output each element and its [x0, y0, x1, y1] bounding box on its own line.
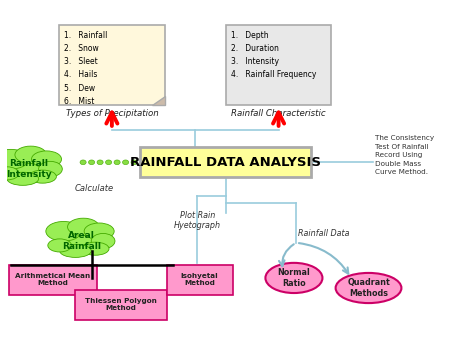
Ellipse shape	[81, 242, 109, 255]
Ellipse shape	[0, 167, 19, 180]
Ellipse shape	[266, 263, 323, 293]
Ellipse shape	[84, 223, 114, 240]
FancyBboxPatch shape	[75, 290, 166, 320]
Circle shape	[97, 160, 103, 165]
Text: Calculate: Calculate	[75, 184, 114, 193]
FancyBboxPatch shape	[140, 147, 311, 177]
Ellipse shape	[15, 146, 46, 164]
Text: 1.   Depth
2.   Duration
3.   Intensity
4.   Rainfall Frequency: 1. Depth 2. Duration 3. Intensity 4. Rai…	[231, 31, 317, 79]
Text: Areal
Rainfall: Areal Rainfall	[62, 232, 101, 251]
Circle shape	[89, 160, 94, 165]
Text: Quadrant
Methods: Quadrant Methods	[347, 278, 390, 298]
Ellipse shape	[336, 273, 401, 303]
FancyBboxPatch shape	[59, 25, 165, 105]
Ellipse shape	[32, 151, 62, 167]
Ellipse shape	[0, 149, 29, 169]
FancyBboxPatch shape	[226, 25, 331, 105]
Circle shape	[122, 160, 129, 165]
Ellipse shape	[48, 239, 72, 252]
FancyBboxPatch shape	[166, 265, 233, 295]
Circle shape	[80, 160, 86, 165]
Text: The Consistency
Test Of Rainfall
Record Using
Double Mass
Curve Method.: The Consistency Test Of Rainfall Record …	[375, 136, 434, 175]
Circle shape	[105, 160, 112, 165]
Ellipse shape	[60, 244, 91, 258]
Text: Plot Rain
Hyetograph: Plot Rain Hyetograph	[174, 211, 221, 230]
Text: RAINFALL DATA ANALYSIS: RAINFALL DATA ANALYSIS	[130, 156, 321, 169]
Text: Isohyetal
Method: Isohyetal Method	[181, 273, 218, 286]
Polygon shape	[152, 96, 165, 105]
Ellipse shape	[91, 234, 115, 249]
FancyBboxPatch shape	[9, 265, 96, 295]
Ellipse shape	[60, 234, 103, 249]
Text: Thiessen Polygon
Method: Thiessen Polygon Method	[85, 298, 157, 311]
Text: Rainfall Characteristic: Rainfall Characteristic	[231, 108, 326, 118]
Text: Rainfall
Intensity: Rainfall Intensity	[6, 159, 52, 179]
Circle shape	[114, 160, 120, 165]
Ellipse shape	[46, 221, 81, 241]
Text: 1.   Rainfall
2.   Snow
3.   Sleet
4.   Hails
5.   Dew
6.   Mist: 1. Rainfall 2. Snow 3. Sleet 4. Hails 5.…	[64, 31, 108, 106]
Circle shape	[131, 160, 137, 165]
Ellipse shape	[68, 218, 99, 236]
Ellipse shape	[7, 172, 39, 185]
Ellipse shape	[7, 161, 50, 177]
Text: Rainfall Data: Rainfall Data	[298, 230, 350, 238]
Text: Normal
Ratio: Normal Ratio	[278, 268, 310, 288]
Text: Types of Precipitation: Types of Precipitation	[66, 108, 158, 118]
Text: Arithmetical Mean
Method: Arithmetical Mean Method	[15, 273, 90, 286]
Ellipse shape	[39, 161, 62, 177]
Ellipse shape	[29, 170, 56, 183]
